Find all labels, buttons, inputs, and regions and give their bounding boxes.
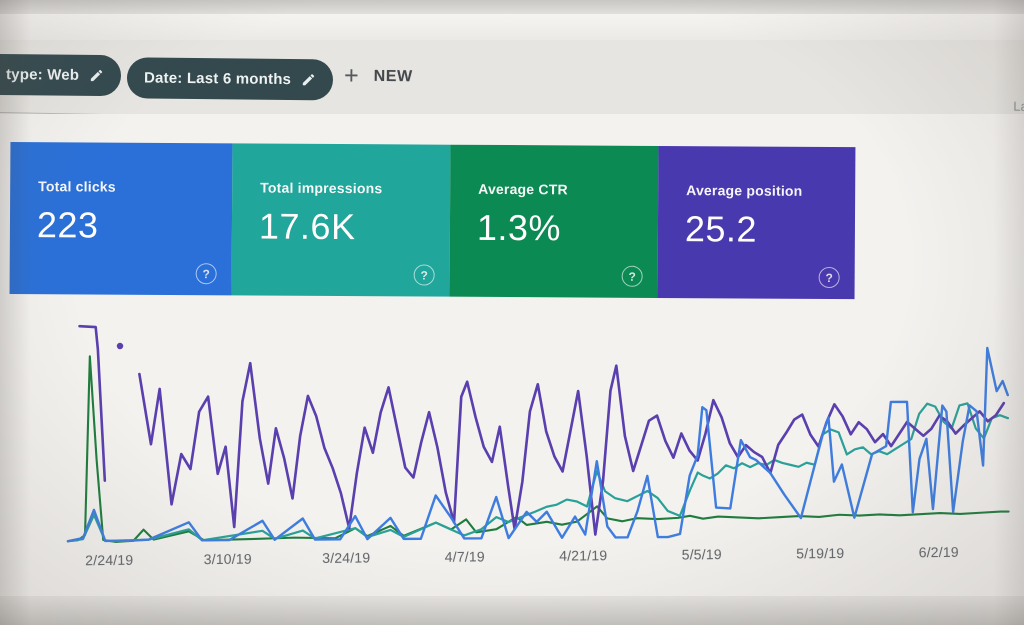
metric-value: 17.6K <box>258 205 356 248</box>
help-icon[interactable]: ? <box>621 265 643 287</box>
chart-line-clicks <box>66 346 1010 543</box>
x-axis-label: 3/24/19 <box>322 549 371 566</box>
help-icon[interactable]: ? <box>195 263 217 285</box>
metric-label: Total impressions <box>260 179 383 197</box>
date-range-filter-chip[interactable]: Date: Last 6 months <box>126 57 334 101</box>
metric-label: Average CTR <box>478 180 568 198</box>
performance-chart <box>51 303 1011 546</box>
metric-value: 223 <box>36 204 99 246</box>
monitor-top-edge <box>0 0 1024 14</box>
chart-line-impressions <box>66 402 1010 543</box>
metric-card-average-ctr[interactable]: Average CTR 1.3% ? <box>449 144 659 298</box>
help-icon[interactable]: ? <box>818 266 840 289</box>
metric-card-total-impressions[interactable]: Total impressions 17.6K ? <box>231 143 451 297</box>
search-type-chip-label: type: Web <box>5 66 80 84</box>
new-filter-button[interactable]: + NEW <box>343 61 413 90</box>
metric-card-total-clicks[interactable]: Total clicks 223 ? <box>9 142 233 296</box>
x-axis-label: 4/7/19 <box>444 548 485 565</box>
chart-canvas <box>66 324 1010 543</box>
edit-pencil-icon[interactable] <box>89 68 104 83</box>
last-updated-partial-text: La <box>1013 98 1024 114</box>
metrics-row: Total clicks 223 ? Total impressions 17.… <box>9 142 856 300</box>
x-axis-label: 3/10/19 <box>203 550 252 568</box>
metric-label: Total clicks <box>38 178 116 195</box>
metric-label: Average position <box>686 182 803 199</box>
filter-bar: type: Web Date: Last 6 months + NEW La <box>0 53 1024 114</box>
help-icon[interactable]: ? <box>413 264 435 286</box>
top-highlight-band <box>0 14 1024 40</box>
x-axis-label: 5/5/19 <box>681 546 722 563</box>
x-axis-label: 4/21/19 <box>559 547 608 564</box>
chart-line-average-position <box>78 324 107 483</box>
metric-card-average-position[interactable]: Average position 25.2 ? <box>657 145 856 300</box>
x-axis-label: 5/19/19 <box>796 544 845 562</box>
edit-pencil-icon[interactable] <box>301 72 316 87</box>
chart-point-average-position <box>116 342 124 350</box>
chart-line-ctr <box>66 355 1010 543</box>
chart-line-average-position <box>138 361 1006 536</box>
new-filter-label: NEW <box>373 67 413 85</box>
date-chip-label: Date: Last 6 months <box>143 69 292 89</box>
x-axis-label: 2/24/19 <box>85 551 134 569</box>
plus-icon: + <box>343 61 359 90</box>
monitor-bottom-edge <box>0 598 1024 625</box>
x-axis-label: 6/2/19 <box>918 543 959 561</box>
search-type-filter-chip[interactable]: type: Web <box>0 53 122 97</box>
metric-value: 25.2 <box>684 208 758 250</box>
metric-value: 1.3% <box>476 206 562 249</box>
